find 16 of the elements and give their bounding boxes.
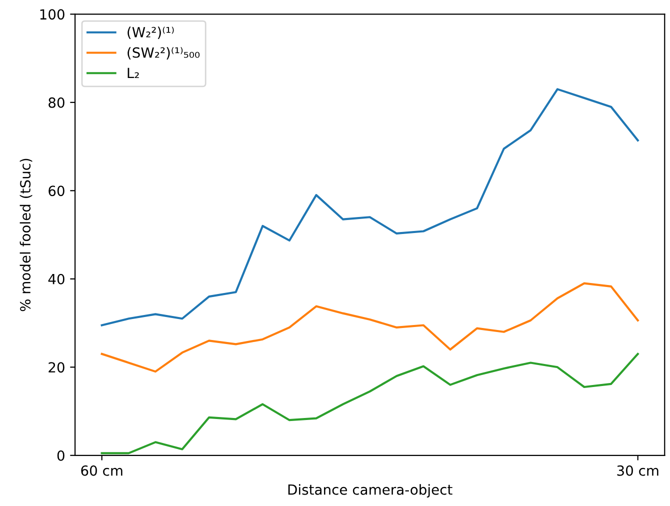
line-series <box>100 282 639 373</box>
y-tick-label: 60 <box>48 186 64 196</box>
y-tick-label: 20 <box>48 362 64 373</box>
x-tick-label: 60 cm <box>81 465 122 476</box>
legend-label: (SW₂²)⁽¹⁾₅₀₀ <box>128 47 200 60</box>
legend-label: (W₂²)⁽¹⁾ <box>128 26 174 40</box>
y-axis-title: % model fooled (tSuc) <box>20 158 32 312</box>
line-series <box>100 352 639 454</box>
y-tick-label: 0 <box>57 450 64 461</box>
line-series <box>100 88 639 326</box>
y-tick-label: 40 <box>48 274 64 284</box>
y-tick-label: 80 <box>48 97 64 108</box>
y-tick-label: 100 <box>40 9 64 20</box>
x-axis-title: Distance camera-object <box>288 484 452 498</box>
legend-label: L₂ <box>128 68 139 78</box>
x-tick-label: 30 cm <box>617 465 658 476</box>
